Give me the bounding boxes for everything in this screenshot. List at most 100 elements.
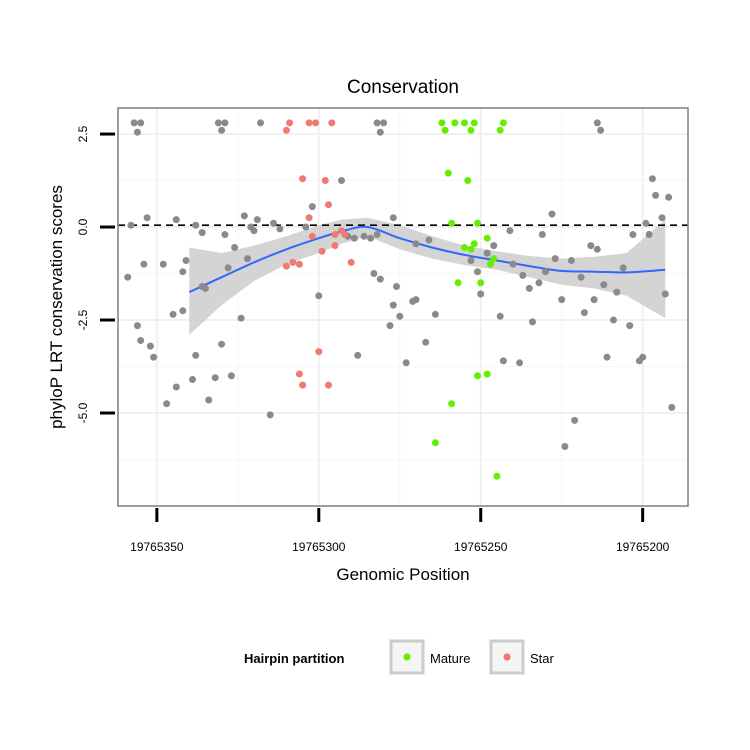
plot-border (117, 107, 689, 507)
y-axis-label: phyloP LRT conservation scores (47, 185, 66, 429)
x-tick-label: 19765300 (292, 540, 346, 554)
legend-dot-star (503, 653, 511, 661)
point-other (192, 351, 200, 359)
point-other (519, 271, 527, 279)
legend: Hairpin partition Mature Star (244, 639, 555, 675)
point-star (286, 119, 294, 127)
point-mature (464, 177, 472, 184)
point-other (483, 249, 491, 257)
point-star (321, 177, 329, 184)
point-other (668, 403, 676, 411)
point-other (133, 128, 141, 136)
point-mature (499, 119, 507, 127)
point-other (231, 244, 239, 251)
point-other (412, 296, 420, 304)
point-other (619, 264, 627, 272)
point-mature (493, 472, 501, 480)
point-other (201, 284, 209, 292)
x-tick-label: 19765200 (616, 540, 670, 554)
point-other (214, 119, 222, 127)
point-other (227, 372, 235, 380)
point-other (538, 231, 546, 238)
point-other (402, 359, 410, 367)
point-other (211, 374, 219, 382)
point-other (587, 242, 595, 250)
point-mature (470, 119, 478, 127)
point-other (567, 257, 575, 264)
point-other (308, 203, 316, 211)
point-mature (441, 126, 449, 134)
point-other (137, 119, 145, 127)
point-other (266, 411, 274, 419)
point-other (593, 245, 601, 253)
point-other (626, 322, 634, 330)
point-other (389, 214, 397, 222)
point-star (312, 119, 320, 127)
point-star (305, 119, 313, 127)
point-other (354, 351, 362, 359)
point-other (218, 126, 226, 134)
point-star (299, 381, 307, 389)
point-other (535, 279, 543, 287)
point-other (315, 292, 323, 300)
point-mature (467, 245, 475, 253)
point-star (295, 260, 303, 268)
point-other (603, 353, 611, 361)
point-other (393, 283, 400, 290)
point-other (593, 119, 601, 127)
point-other (376, 128, 384, 136)
chart-title: Conservation (347, 77, 459, 98)
point-other (159, 260, 167, 268)
plot-panel (117, 107, 689, 507)
point-mature (461, 119, 468, 127)
point-other (253, 216, 261, 224)
point-other (580, 309, 588, 317)
point-other (150, 353, 158, 361)
point-other (600, 281, 608, 289)
point-other (652, 191, 660, 199)
point-other (146, 342, 154, 350)
point-other (189, 376, 196, 383)
point-mature (483, 370, 491, 378)
point-other (629, 231, 637, 238)
point-other (597, 126, 605, 134)
x-axis-label: Genomic Position (336, 565, 469, 584)
point-other (525, 284, 533, 292)
point-other (645, 231, 653, 238)
point-other (169, 310, 177, 318)
point-mature (454, 279, 462, 287)
point-mature (444, 169, 452, 177)
point-other (198, 229, 206, 237)
point-mature (431, 439, 439, 447)
point-other (370, 270, 378, 277)
point-other (221, 231, 229, 238)
point-mature (438, 119, 446, 127)
point-other (205, 396, 213, 404)
point-other (490, 242, 498, 250)
point-other (172, 383, 180, 391)
point-star (282, 126, 290, 134)
point-star (289, 258, 297, 266)
legend-label-mature: Mature (430, 651, 470, 666)
point-other (237, 314, 245, 322)
point-other (431, 310, 439, 318)
point-other (477, 290, 485, 298)
point-other (172, 216, 180, 224)
point-star (331, 231, 339, 238)
point-other (422, 338, 430, 346)
point-star (295, 370, 303, 378)
point-other (558, 296, 566, 304)
point-other (639, 353, 647, 361)
legend-entry-mature: Mature (389, 639, 470, 675)
point-other (179, 307, 187, 315)
point-mature (486, 260, 494, 268)
point-other (542, 268, 549, 276)
point-other (218, 340, 226, 348)
point-other (240, 212, 248, 220)
point-other (571, 416, 579, 424)
y-axis: 2.5 0.0 -2.5 -5.0 (76, 125, 115, 423)
point-other (350, 234, 358, 242)
point-other (367, 234, 375, 242)
point-other (276, 225, 284, 233)
point-other (373, 231, 381, 238)
